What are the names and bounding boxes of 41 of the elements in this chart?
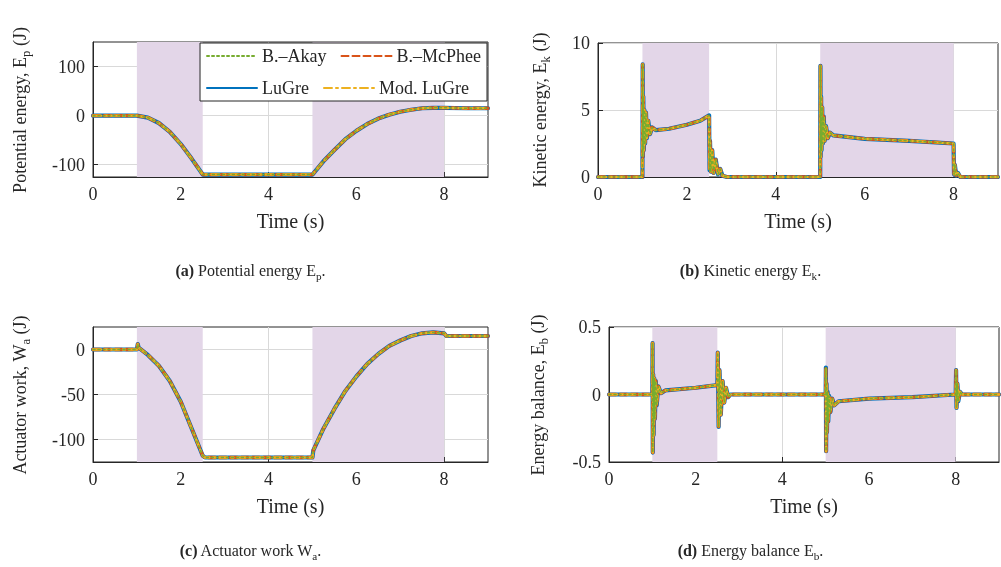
x-tick-label: 2 [691,469,701,489]
y-tick-label: 0.5 [578,317,601,337]
x-tick-label: 2 [176,184,186,204]
y-tick-label: 0 [581,167,590,187]
x-axis-title: Time (s) [256,210,325,233]
x-tick-label: 6 [351,184,361,204]
x-axis-title: Time (s) [256,495,325,518]
x-axis-title: Time (s) [770,495,838,518]
text: (a) Potential energy E$_{p}$. [174,262,327,283]
text: (b) Kinetic energy E$_{k}$. [678,262,823,283]
x-tick-label: 8 [949,184,959,204]
x-tick-label: 8 [439,469,449,489]
text: (c) Actuator work W$_{a}$. [178,542,323,563]
y-tick-label: -100 [52,154,85,175]
x-tick-label: 2 [176,469,186,489]
y-tick-label: 0 [592,384,601,405]
x-tick-label: 2 [682,184,692,204]
legend-label: B.–McPhee [396,46,482,66]
y-tick-label: 0 [76,105,85,126]
legend-label: Mod. LuGre [378,78,469,98]
x-tick-label: 6 [351,469,361,489]
x-axis-title: Time (s) [764,210,832,233]
y-tick-label: 5 [581,100,590,120]
y-tick-label: -0.5 [572,452,601,472]
legend-label: LuGre [262,78,309,98]
y-tick-label: -100 [52,429,85,450]
x-tick-label: 4 [264,184,274,204]
y-tick-label: 0 [76,339,85,360]
x-tick-label: 6 [864,469,874,489]
x-tick-label: 8 [439,184,449,204]
x-tick-label: 4 [264,469,274,489]
x-tick-label: 0 [604,469,614,489]
y-tick-label: 100 [58,56,85,77]
x-tick-label: 4 [771,184,781,204]
x-tick-label: 8 [951,469,961,489]
text: (d) Energy balance E$_{b}$. [676,542,825,563]
legend-label: B.–Akay [262,46,327,66]
y-tick-label: -50 [61,384,85,405]
x-tick-label: 6 [860,184,870,204]
x-tick-label: 4 [777,469,787,489]
y-tick-label: 10 [572,33,590,53]
